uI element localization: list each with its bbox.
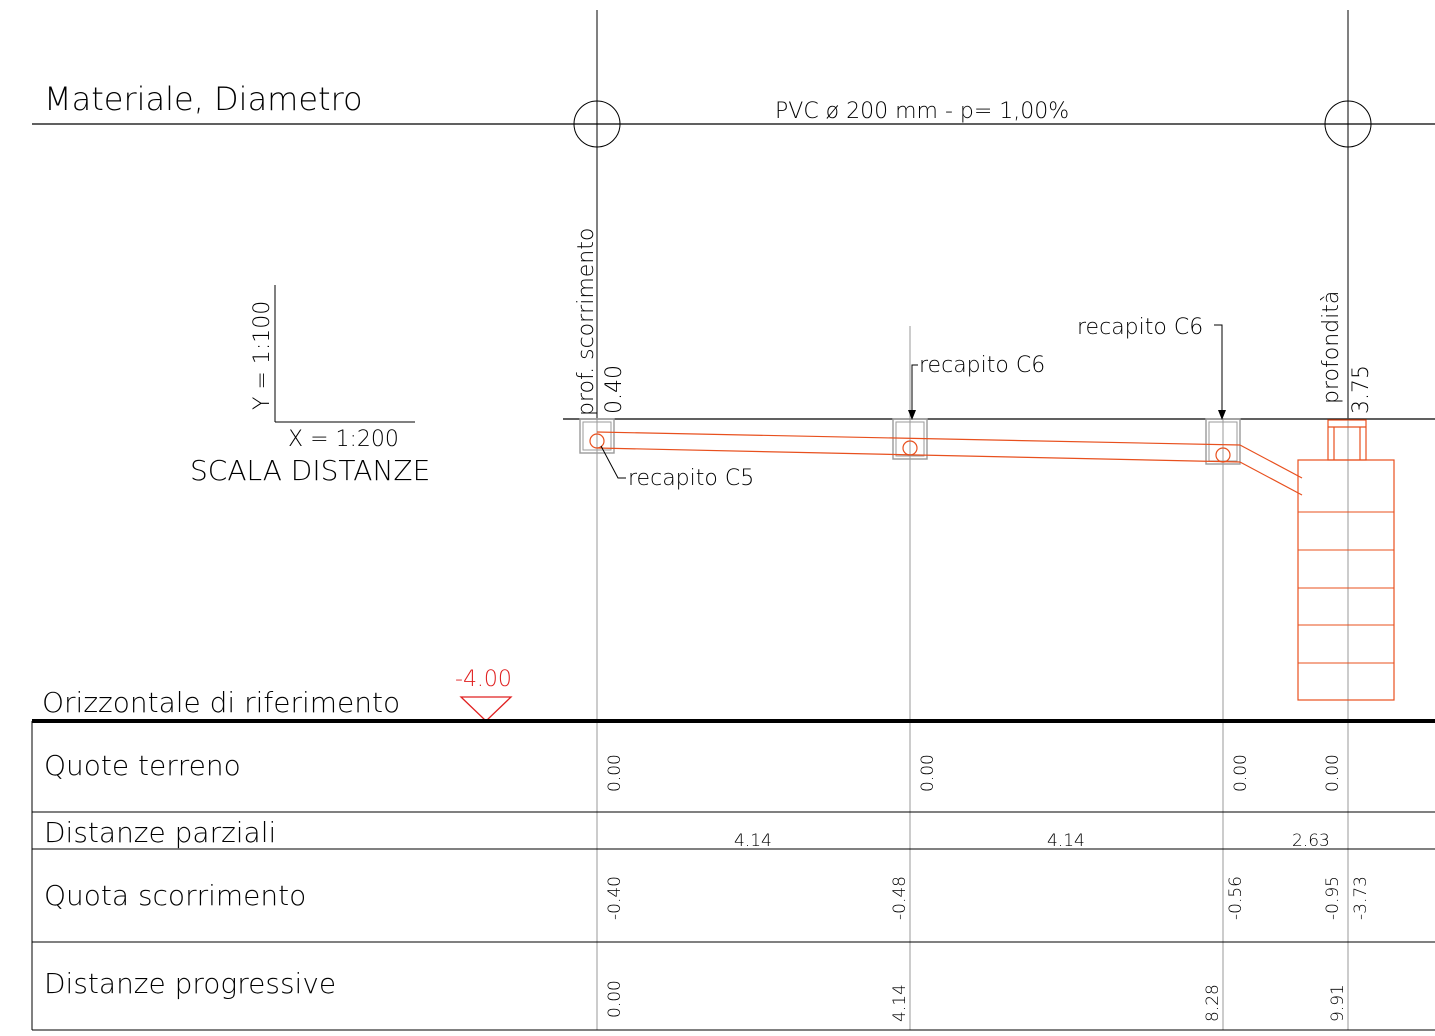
row-label-ground: Quote terreno bbox=[44, 749, 241, 782]
invert-level: -0.48 bbox=[890, 876, 910, 920]
partial-distance: 2.63 bbox=[1292, 831, 1330, 851]
start-depth-value: 0.40 bbox=[602, 365, 627, 414]
callout-manhole-3: recapito C6 bbox=[1077, 315, 1226, 420]
manhole-2-label: recapito C6 bbox=[919, 353, 1045, 378]
end-depth-label: profondità bbox=[1319, 291, 1344, 404]
invert-level: -3.73 bbox=[1351, 876, 1371, 920]
reference-marker bbox=[459, 696, 513, 722]
callout-manhole-2: recapito C6 bbox=[908, 353, 1045, 420]
manhole-1-label: recapito C5 bbox=[628, 466, 754, 491]
ground-level: 0.00 bbox=[1323, 754, 1343, 792]
reference-label: Orizzontale di riferimento bbox=[42, 686, 400, 719]
callout-manhole-1: recapito C5 bbox=[600, 445, 754, 491]
invert-level: -0.56 bbox=[1226, 876, 1246, 920]
progressive-distance: 9.91 bbox=[1328, 984, 1348, 1022]
invert-level: -0.95 bbox=[1323, 876, 1343, 920]
y-scale-label: Y = 1:100 bbox=[250, 301, 275, 410]
scale-caption: SCALA DISTANZE bbox=[190, 454, 430, 487]
x-scale-label: X = 1:200 bbox=[288, 427, 399, 452]
manhole-3 bbox=[1205, 418, 1241, 465]
row-label-partial: Distanze parziali bbox=[44, 816, 276, 849]
row-label-progressive: Distanze progressive bbox=[44, 967, 336, 1000]
start-depth-label: prof. scorrimento bbox=[574, 228, 599, 416]
material-label: Materiale, Diametro bbox=[44, 80, 363, 118]
reference-elevation: -4.00 bbox=[455, 667, 512, 692]
ground-level: 0.00 bbox=[605, 754, 625, 792]
pipe bbox=[589, 431, 1303, 496]
terminal-well bbox=[1297, 419, 1395, 701]
pipe-spec: PVC ø 200 mm - p= 1,00% bbox=[775, 99, 1069, 124]
partial-distance: 4.14 bbox=[1047, 831, 1085, 851]
progressive-distance: 0.00 bbox=[605, 980, 625, 1018]
progressive-distance: 4.14 bbox=[890, 984, 910, 1022]
ground-level: 0.00 bbox=[918, 754, 938, 792]
manhole-3-label: recapito C6 bbox=[1077, 315, 1203, 340]
row-label-invert: Quota scorrimento bbox=[44, 879, 306, 912]
invert-level: -0.40 bbox=[605, 876, 625, 920]
ground-level: 0.00 bbox=[1231, 754, 1251, 792]
end-depth-value: 3.75 bbox=[1349, 365, 1374, 414]
manhole-1 bbox=[579, 418, 615, 454]
partial-distance: 4.14 bbox=[734, 831, 772, 851]
profile-table bbox=[31, 721, 1435, 1031]
progressive-distance: 8.28 bbox=[1203, 984, 1223, 1022]
